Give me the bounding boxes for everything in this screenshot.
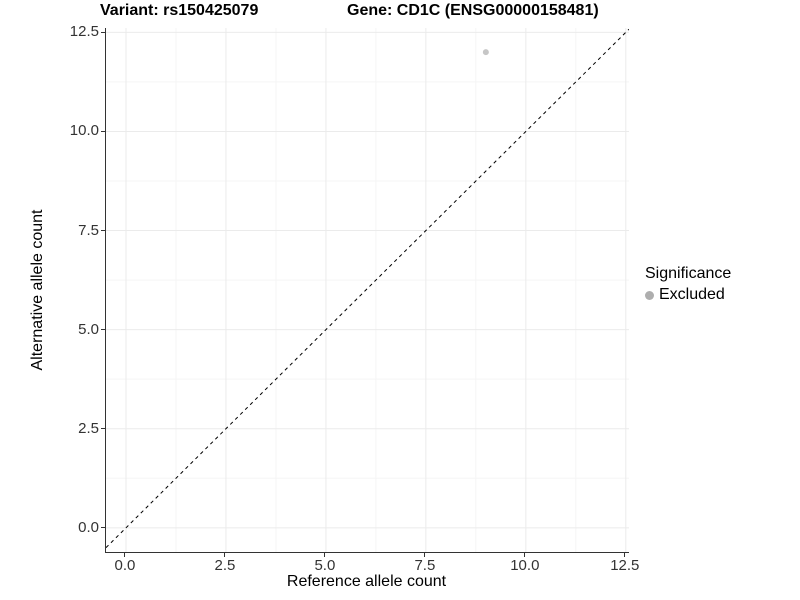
- legend: Significance Excluded: [645, 265, 731, 304]
- y-axis-tick-label: 12.5: [69, 23, 99, 41]
- x-axis-tick-label: 5.0: [314, 557, 336, 574]
- plot-title-gene: Gene: CD1C (ENSG00000158481): [347, 2, 599, 19]
- x-axis-tick: [124, 553, 126, 557]
- plot-panel: [105, 28, 629, 553]
- legend-point-icon: [645, 290, 654, 300]
- x-axis-tick: [224, 553, 226, 557]
- legend-entry-label: Excluded: [659, 286, 725, 303]
- legend-entry-excluded: Excluded: [645, 286, 731, 304]
- y-axis-tick-label: 2.5: [78, 419, 99, 437]
- identity-line: [106, 28, 629, 548]
- x-axis-tick-label: 2.5: [214, 557, 236, 574]
- y-axis-tick: [101, 527, 105, 529]
- y-axis-title: Alternative allele count: [29, 209, 46, 371]
- y-axis-tick-label: 10.0: [69, 122, 99, 140]
- plot-title-variant: Variant: rs150425079: [100, 2, 259, 19]
- x-axis-tick-label: 12.5: [610, 557, 640, 574]
- y-axis-tick: [101, 31, 105, 33]
- x-axis-tick: [524, 553, 526, 557]
- data-point: [482, 49, 489, 56]
- y-axis-tick-label: 0.0: [78, 518, 99, 536]
- x-axis-tick: [624, 553, 626, 557]
- y-axis-tick-label: 5.0: [78, 320, 99, 338]
- x-axis-title: Reference allele count: [286, 573, 447, 590]
- y-axis-tick-label: 7.5: [78, 221, 99, 239]
- x-axis-tick: [424, 553, 426, 557]
- x-axis-tick-label: 7.5: [414, 557, 436, 574]
- y-axis-tick: [101, 329, 105, 331]
- x-axis-tick-label: 10.0: [510, 557, 540, 574]
- legend-title: Significance: [645, 265, 732, 282]
- x-axis-tick: [324, 553, 326, 557]
- y-axis-tick: [101, 130, 105, 132]
- y-axis-tick: [101, 230, 105, 232]
- x-axis-tick-label: 0.0: [114, 557, 136, 574]
- y-axis-tick: [101, 428, 105, 430]
- plot-canvas: [106, 28, 629, 552]
